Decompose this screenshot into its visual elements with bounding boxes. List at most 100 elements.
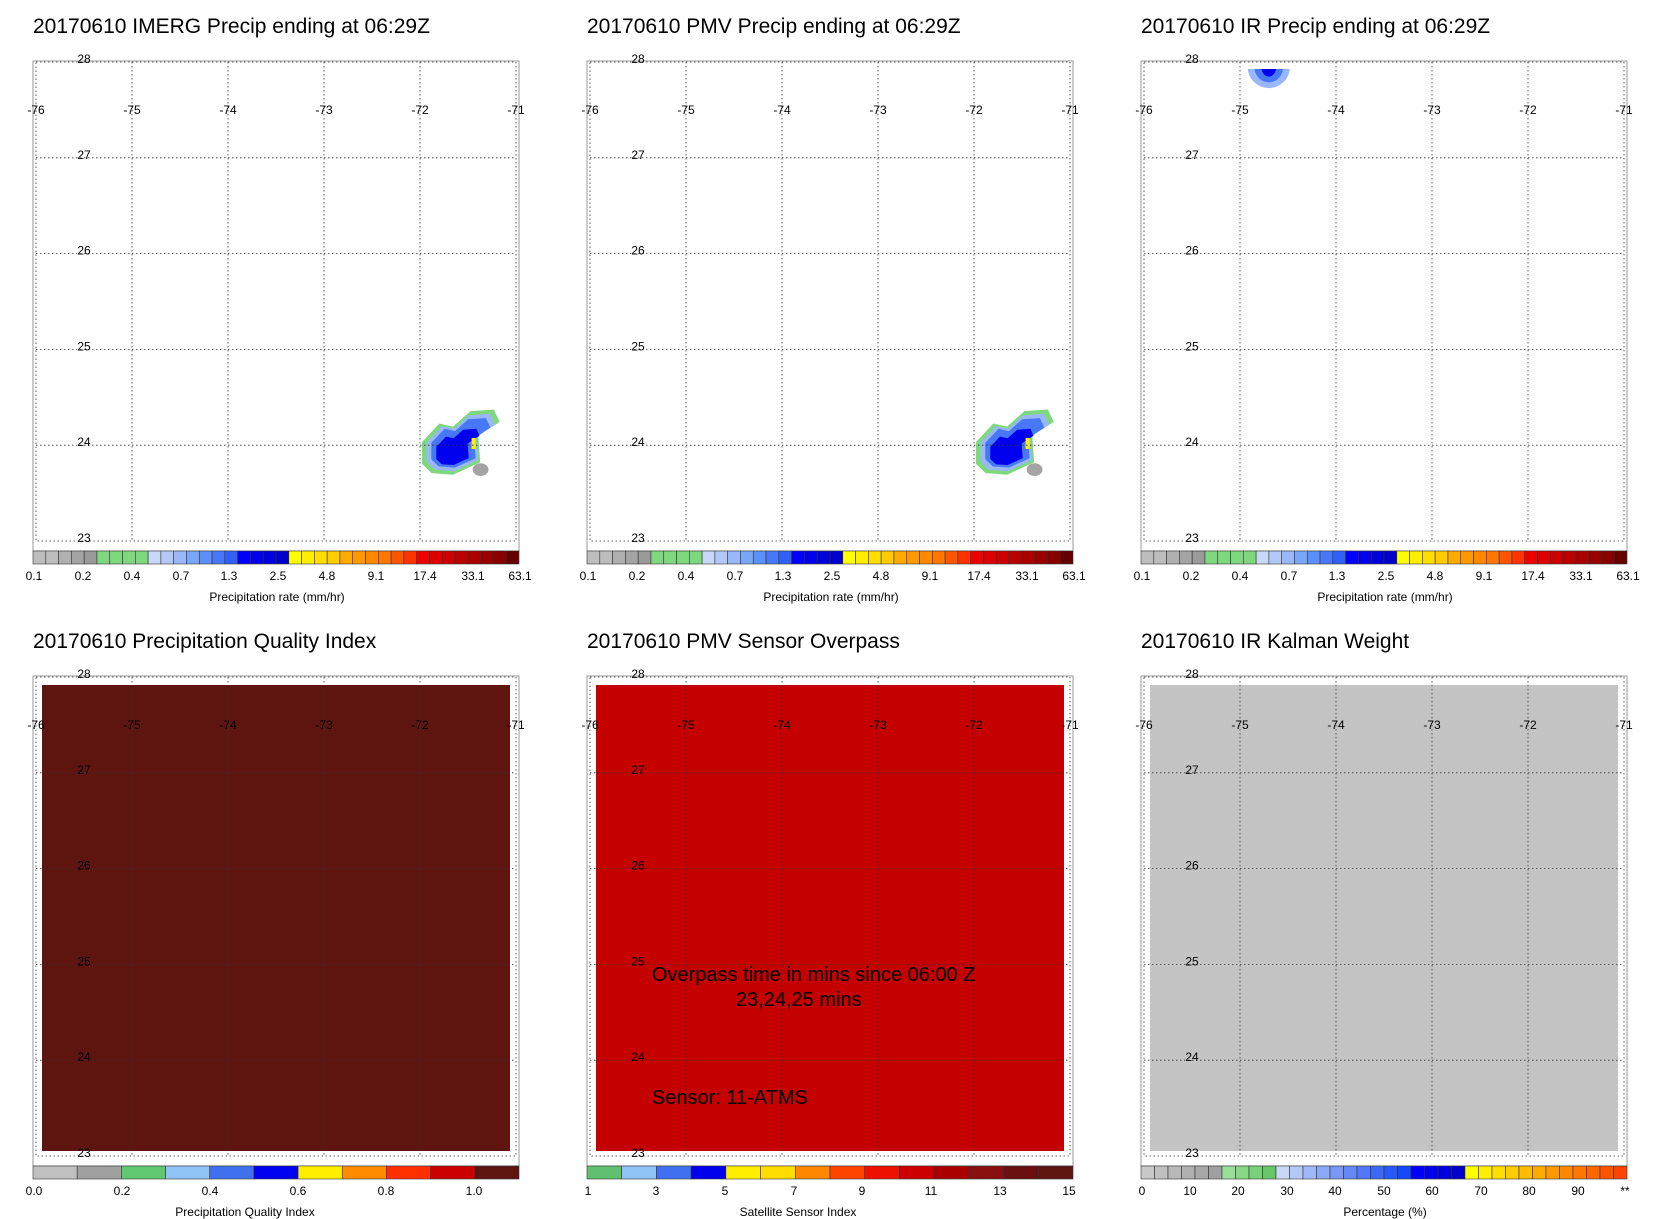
cb-tick: 0.2 bbox=[628, 569, 646, 583]
cb-tick: 1.0 bbox=[465, 1184, 483, 1198]
tick-label-lat: 26 bbox=[1185, 244, 1199, 258]
tick-label-lat: 28 bbox=[631, 667, 645, 681]
tick-label-lon: -76 bbox=[581, 718, 599, 732]
rain-cell bbox=[1247, 69, 1290, 89]
cb-tick: 3 bbox=[652, 1184, 660, 1198]
cb-tick: 17.4 bbox=[967, 569, 991, 583]
colorbar-swatch bbox=[970, 550, 984, 565]
colorbar-swatch bbox=[96, 550, 111, 565]
field-fill bbox=[42, 685, 510, 1151]
cb-tick: 1.3 bbox=[774, 569, 792, 583]
rain-cell bbox=[975, 409, 1054, 476]
colorbar-swatch bbox=[842, 550, 856, 565]
colorbar-swatch bbox=[752, 550, 767, 565]
tick-label-lon: -74 bbox=[219, 103, 237, 117]
colorbar-swatch bbox=[725, 1165, 761, 1180]
cb-tick: 2.5 bbox=[269, 569, 287, 583]
tick-label-lon: -76 bbox=[27, 718, 45, 732]
colorbar-swatch bbox=[899, 1165, 935, 1180]
colorbar-swatch bbox=[612, 550, 626, 565]
colorbar-swatch bbox=[186, 550, 200, 565]
colorbar-swatch bbox=[1575, 550, 1589, 565]
cb-tick: 0.0 bbox=[25, 1184, 43, 1198]
tick-label-lon: -71 bbox=[1061, 103, 1079, 117]
tick-label-lon: -75 bbox=[1231, 718, 1249, 732]
tick-label-lon: -76 bbox=[581, 103, 599, 117]
colorbar-swatch bbox=[416, 550, 430, 565]
colorbar-label-ir: Precipitation rate (mm/hr) bbox=[1317, 590, 1453, 604]
tick-label-lat: 26 bbox=[631, 244, 645, 258]
tick-label-lat: 25 bbox=[631, 954, 645, 968]
colorbar-swatch bbox=[352, 550, 366, 565]
colorbar-swatch bbox=[211, 550, 226, 565]
panel-title-sensor: 20170610 PMV Sensor Overpass bbox=[587, 630, 900, 653]
colorbar-swatch bbox=[288, 550, 302, 565]
cb-tick: 10 bbox=[1183, 1184, 1197, 1198]
colorbar-swatch bbox=[944, 550, 959, 565]
colorbar-swatch bbox=[339, 550, 354, 565]
rain-shade-gray bbox=[472, 463, 489, 476]
tick-label-lat: 23 bbox=[77, 531, 91, 545]
colorbar-swatch bbox=[1586, 1165, 1601, 1180]
colorbar-swatch bbox=[1140, 550, 1155, 565]
colorbar-swatch bbox=[663, 550, 677, 565]
cb-tick: 9.1 bbox=[367, 569, 385, 583]
cb-tick: 4.8 bbox=[318, 569, 336, 583]
tick-label-lon: -72 bbox=[1519, 718, 1537, 732]
colorbar-swatch bbox=[505, 550, 520, 565]
tick-label-lon: -75 bbox=[677, 718, 695, 732]
colorbar-swatch bbox=[262, 550, 277, 565]
tick-label-lat: 24 bbox=[1185, 435, 1199, 449]
panel-frame bbox=[586, 60, 1074, 552]
colorbar-swatch bbox=[933, 1165, 970, 1180]
tick-label-lon: -72 bbox=[965, 718, 983, 732]
colorbar-swatch bbox=[1316, 1165, 1331, 1180]
colorbar-swatch bbox=[430, 1165, 476, 1180]
tick-label-lat: 28 bbox=[77, 52, 91, 66]
colorbar-swatch bbox=[621, 1165, 657, 1180]
colorbar-swatch bbox=[32, 550, 47, 565]
tick-label-lat: 28 bbox=[77, 667, 91, 681]
colorbar-swatch bbox=[1410, 1165, 1425, 1180]
tick-label-lon: -72 bbox=[411, 103, 429, 117]
tick-label-lon: -75 bbox=[123, 103, 141, 117]
tick-label-lat: 28 bbox=[631, 52, 645, 66]
colorbar-swatch bbox=[919, 550, 933, 565]
colorbar-kalman bbox=[1140, 1165, 1628, 1180]
tick-label-lon: -73 bbox=[1423, 103, 1441, 117]
colorbar-swatch bbox=[173, 550, 187, 565]
colorbar-swatch bbox=[1447, 550, 1462, 565]
map-panel-0: -76 -75 -74 -73 -72 -71 23 24 25 26 27 28 bbox=[27, 52, 525, 552]
colorbar-swatch bbox=[198, 550, 213, 565]
tick-label-lat: 25 bbox=[1185, 339, 1199, 353]
tick-label-lat: 24 bbox=[1185, 1050, 1199, 1064]
tick-label-lat: 23 bbox=[631, 531, 645, 545]
cb-tick: 1 bbox=[584, 1184, 592, 1198]
tick-label-lon: -76 bbox=[27, 103, 45, 117]
colorbar-swatch bbox=[1437, 1165, 1452, 1180]
panel-title-ir: 20170610 IR Precip ending at 06:29Z bbox=[1141, 15, 1491, 38]
tick-label-lat: 26 bbox=[631, 859, 645, 873]
rain-shade-core bbox=[1261, 69, 1277, 77]
cb-tick: 20 bbox=[1231, 1184, 1245, 1198]
colorbar-swatch bbox=[676, 550, 690, 565]
colorbar-swatch bbox=[314, 550, 328, 565]
colorbar-swatch bbox=[1370, 1165, 1385, 1180]
colorbar-swatch bbox=[689, 550, 703, 565]
tick-label-lat: 24 bbox=[631, 1050, 645, 1064]
colorbar-swatch bbox=[1230, 550, 1244, 565]
colorbar-swatch bbox=[1003, 1165, 1039, 1180]
tick-label-lat: 23 bbox=[1185, 1146, 1199, 1160]
colorbar-swatch bbox=[1505, 1165, 1520, 1180]
colorbar-swatch bbox=[1572, 1165, 1587, 1180]
colorbar-swatch bbox=[429, 550, 443, 565]
colorbar-swatch bbox=[386, 1165, 431, 1180]
tick-label-lon: -72 bbox=[1519, 103, 1537, 117]
colorbar-swatch bbox=[829, 550, 844, 565]
tick-label-lon: -73 bbox=[1423, 718, 1441, 732]
tick-label-lat: 27 bbox=[1185, 763, 1199, 777]
colorbar-swatch bbox=[893, 550, 908, 565]
map-border bbox=[35, 676, 517, 1157]
map-border bbox=[589, 676, 1071, 1157]
cb-tick: 30 bbox=[1280, 1184, 1294, 1198]
